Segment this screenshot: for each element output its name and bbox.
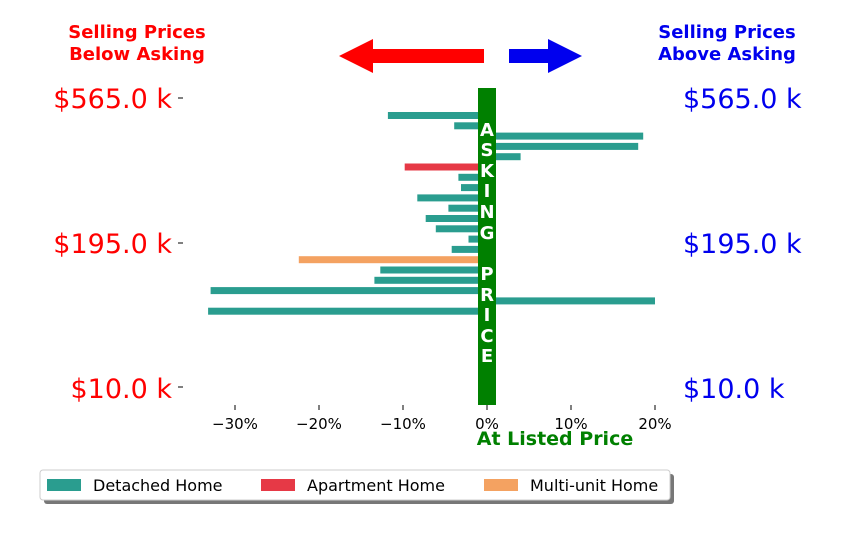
price-left-top: $565.0 k bbox=[53, 84, 172, 115]
bar bbox=[425, 215, 487, 222]
x-axis-label: At Listed Price bbox=[477, 428, 633, 450]
header-right-line2: Above Asking bbox=[658, 44, 796, 65]
asking-price-letter: R bbox=[480, 285, 494, 306]
bar bbox=[404, 163, 487, 171]
header-right-line1: Selling Prices bbox=[658, 22, 795, 43]
bar bbox=[208, 307, 487, 315]
price-right-top: $565.0 k bbox=[683, 84, 802, 115]
legend-swatch bbox=[261, 479, 295, 491]
x-axis-ticks: −30% −20% −10% 0% 10% 20% bbox=[212, 405, 672, 433]
asking-price-letter: G bbox=[480, 223, 495, 244]
bar bbox=[487, 132, 644, 140]
price-left-mid: $195.0 k bbox=[53, 229, 172, 260]
x-tick-label: −10% bbox=[380, 415, 426, 433]
legend-label: Detached Home bbox=[93, 476, 223, 495]
legend-swatch bbox=[484, 479, 518, 491]
legend-swatch bbox=[47, 479, 81, 491]
legend-box bbox=[39, 469, 671, 501]
left-arrow-icon bbox=[339, 39, 484, 73]
x-tick-label: 20% bbox=[638, 415, 671, 433]
bar bbox=[374, 276, 487, 284]
header-left-line1: Selling Prices bbox=[68, 22, 205, 43]
price-right-mid: $195.0 k bbox=[683, 229, 802, 260]
asking-price-letter: N bbox=[479, 202, 494, 223]
bar bbox=[454, 122, 487, 130]
bar bbox=[435, 225, 487, 233]
bar bbox=[380, 266, 487, 274]
bar bbox=[210, 287, 487, 295]
price-left-bottom: $10.0 k bbox=[70, 374, 172, 405]
bars-group bbox=[208, 112, 655, 315]
right-arrow-icon bbox=[509, 39, 582, 73]
bar bbox=[451, 245, 487, 253]
bar bbox=[387, 112, 487, 119]
asking-price-letter: I bbox=[484, 181, 491, 202]
asking-price-letter: S bbox=[481, 140, 494, 161]
bar bbox=[461, 184, 487, 192]
bar bbox=[298, 256, 487, 264]
bar bbox=[487, 142, 639, 150]
x-tick-label: 0% bbox=[475, 415, 499, 433]
legend-label: Multi-unit Home bbox=[530, 476, 658, 495]
x-tick-label: 10% bbox=[554, 415, 587, 433]
asking-price-band bbox=[478, 88, 496, 405]
bar bbox=[458, 173, 487, 181]
bar bbox=[487, 153, 521, 161]
asking-price-letter: C bbox=[480, 326, 493, 347]
legend: Detached Home Apartment Home Multi-unit Ho… bbox=[47, 476, 658, 495]
asking-price-letter: A bbox=[480, 120, 494, 141]
x-tick-label: −30% bbox=[212, 415, 258, 433]
asking-price-letter: E bbox=[481, 346, 493, 367]
bar bbox=[487, 297, 655, 305]
bar bbox=[417, 194, 487, 202]
price-right-bottom: $10.0 k bbox=[683, 374, 785, 405]
asking-price-letter: I bbox=[484, 305, 491, 326]
asking-price-letter: K bbox=[480, 161, 495, 182]
x-tick-label: −20% bbox=[296, 415, 342, 433]
asking-price-letter: P bbox=[480, 264, 493, 285]
header-left-line2: Below Asking bbox=[69, 44, 205, 65]
bar bbox=[468, 235, 487, 243]
bar bbox=[448, 204, 487, 212]
legend-label: Apartment Home bbox=[307, 476, 445, 495]
